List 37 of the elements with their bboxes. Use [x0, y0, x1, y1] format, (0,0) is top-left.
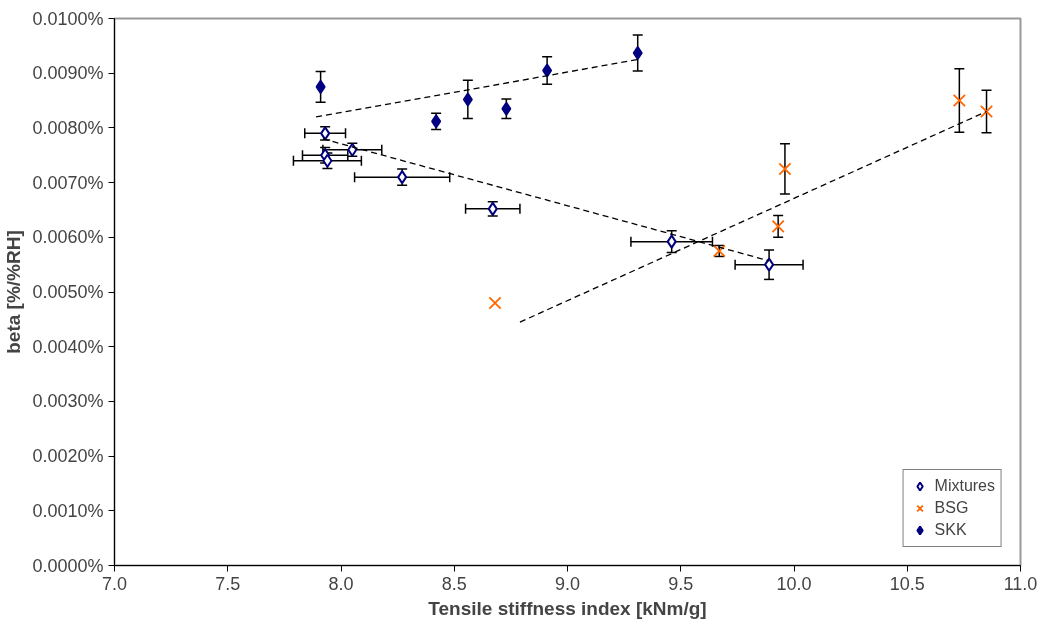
point [501, 101, 512, 116]
y-tick-label: 0.0080% [32, 117, 104, 138]
y-tick-label: 0.0060% [32, 227, 104, 248]
x-tick-label: 8.5 [441, 573, 467, 594]
x-tick-label: 10.0 [776, 573, 812, 594]
point [462, 92, 473, 107]
y-tick-label: 0.0090% [32, 63, 104, 84]
legend-label: BSG [934, 498, 969, 518]
x-tick-label: 11.0 [1003, 573, 1038, 594]
y-tick-label: 0.0070% [32, 172, 104, 193]
legend-label: Mixtures [934, 476, 995, 496]
x-tick-label: 9.5 [668, 573, 694, 594]
point [315, 79, 326, 94]
point [542, 63, 553, 78]
y-tick-label: 0.0040% [32, 336, 104, 357]
y-axis-title: beta [%/%RH] [3, 230, 25, 354]
point [778, 162, 792, 176]
x-axis-title: Tensile stiffness index [kNm/g] [428, 597, 707, 619]
y-tick-label: 0.0100% [32, 8, 104, 29]
point [764, 257, 775, 272]
x-tick-label: 10.5 [889, 573, 925, 594]
point [666, 234, 677, 249]
x-tick-label: 9.0 [554, 573, 581, 594]
x-tick-label: 7.0 [101, 573, 128, 594]
point [979, 104, 994, 119]
y-tick-label: 0.0030% [32, 391, 104, 412]
y-tick-label: 0.0050% [32, 282, 104, 302]
point [952, 93, 966, 108]
y-tick-label: 0.0020% [32, 446, 104, 467]
legend-label: SKK [934, 520, 967, 540]
y-tick-label: 0.0000% [32, 555, 104, 576]
point [488, 296, 502, 310]
point [632, 45, 643, 60]
x-tick-label: 8.0 [328, 573, 354, 594]
point [771, 219, 785, 233]
y-tick-label: 0.0010% [32, 500, 104, 521]
x-tick-label: 7.5 [215, 573, 241, 594]
